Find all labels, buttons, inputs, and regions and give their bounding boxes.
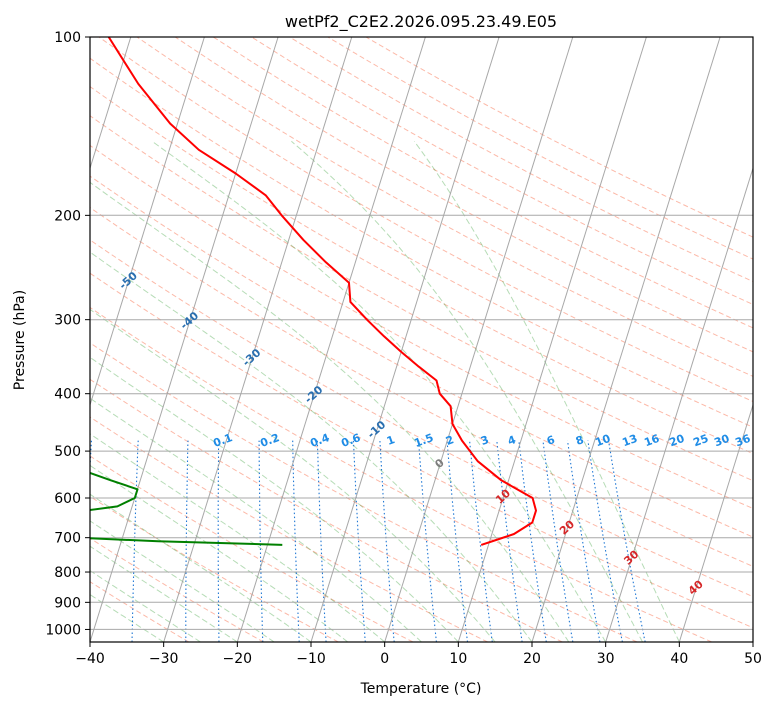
y-axis-title: Pressure (hPa) bbox=[12, 290, 28, 390]
isotherm-line bbox=[531, 37, 721, 642]
data-series bbox=[90, 37, 537, 546]
mixing-ratio-line bbox=[542, 440, 574, 642]
chart-title: wetPf2_C2E2.2026.095.23.49.E05 bbox=[285, 12, 557, 32]
moist-adiabat-line bbox=[90, 545, 238, 642]
mixing-ratio-line bbox=[587, 440, 623, 642]
x-tick-label: 50 bbox=[744, 651, 762, 667]
mixing-ratio-label: 8 bbox=[574, 433, 586, 448]
x-tick-label: −30 bbox=[149, 651, 179, 667]
isotherm-line bbox=[236, 37, 426, 642]
mixing-ratio-label: 0.1 bbox=[211, 431, 234, 450]
mixing-ratio-line bbox=[418, 440, 437, 642]
mixing-ratio-line bbox=[446, 440, 469, 642]
mixing-ratio-label: 1 bbox=[385, 433, 397, 448]
mixing-ratio-label: 6 bbox=[545, 433, 557, 448]
mixing-ratio-label: 20 bbox=[667, 432, 686, 450]
isotherm-line bbox=[90, 37, 132, 170]
y-tick-label: 500 bbox=[54, 444, 81, 460]
moist-adiabat-line bbox=[90, 493, 312, 642]
temperature-line bbox=[107, 37, 537, 546]
isotherm-line bbox=[678, 403, 753, 642]
mixing-ratio-line bbox=[258, 440, 264, 642]
dry-adiabat-line bbox=[136, 37, 753, 377]
y-tick-label: 600 bbox=[54, 491, 81, 507]
x-tick-label: 20 bbox=[523, 651, 541, 667]
mixing-ratio-label: 16 bbox=[642, 432, 661, 450]
mixing-ratio-line bbox=[292, 440, 300, 642]
mixing-ratio-line bbox=[316, 440, 327, 642]
x-tick-label: −40 bbox=[75, 651, 105, 667]
x-tick-label: −20 bbox=[223, 651, 253, 667]
mixing-ratio-line bbox=[352, 440, 366, 642]
isotherm-line bbox=[310, 37, 500, 642]
mixing-ratio-line bbox=[469, 440, 493, 642]
x-tick-label: 0 bbox=[380, 651, 389, 667]
dry-adiabat-line bbox=[289, 37, 753, 283]
y-tick-label: 1000 bbox=[45, 622, 81, 638]
mixing-ratio-line bbox=[518, 440, 547, 642]
mixing-ratio-label: 13 bbox=[620, 432, 639, 449]
moist-adiabat-line bbox=[90, 397, 422, 642]
y-tick-label: 300 bbox=[54, 313, 81, 329]
moist-adiabat-line bbox=[90, 433, 386, 642]
dry-adiabat-line bbox=[90, 537, 264, 642]
mixing-ratio-label: 4 bbox=[506, 433, 518, 448]
mixing-ratio-label: 1.5 bbox=[412, 431, 435, 450]
mixing-ratio-label: 30 bbox=[712, 432, 731, 450]
dry-adiabat-line bbox=[90, 342, 638, 642]
isotherm-line bbox=[384, 37, 574, 642]
mixing-ratio-label: 10 bbox=[593, 432, 612, 450]
dry-adiabat-line bbox=[90, 378, 563, 642]
dry-adiabat-line bbox=[90, 86, 753, 455]
x-axis-title: Temperature (°C) bbox=[360, 681, 482, 697]
mixing-ratio-label: 3 bbox=[479, 433, 491, 448]
mixing-ratio-line bbox=[131, 440, 139, 642]
isotherm-line bbox=[90, 37, 205, 407]
mixing-ratio-label: 36 bbox=[733, 432, 752, 450]
mixing-ratio-label: 0.2 bbox=[258, 431, 281, 450]
moist-adiabat-line bbox=[90, 570, 201, 642]
moist-adiabat-line bbox=[90, 308, 496, 642]
isotherm-line bbox=[163, 37, 353, 642]
mixing-ratio-line bbox=[185, 440, 189, 642]
x-tick-label: 40 bbox=[670, 651, 688, 667]
dry-adiabat-line bbox=[90, 239, 753, 598]
isotherm-line bbox=[90, 37, 279, 642]
mixing-ratio-label: 0.4 bbox=[308, 431, 331, 450]
moist-adiabat-line bbox=[90, 464, 349, 642]
x-tick-label: 10 bbox=[449, 651, 467, 667]
isotherm-line bbox=[605, 166, 753, 642]
x-axis: −40 −30 −20 −10 0 10 20 30 40 50 bbox=[75, 642, 762, 667]
moist-adiabat-line bbox=[90, 520, 275, 642]
mixing-ratio-line bbox=[608, 440, 646, 642]
x-tick-label: 30 bbox=[597, 651, 615, 667]
mixing-ratio-label: 2 bbox=[444, 433, 456, 448]
y-tick-label: 700 bbox=[54, 531, 81, 547]
dry-adiabat-line bbox=[90, 272, 753, 629]
mixing-ratio-line bbox=[496, 440, 523, 642]
x-tick-label: −10 bbox=[296, 651, 326, 667]
moist-adiabat-line bbox=[90, 356, 459, 642]
mixing-ratio-label: 25 bbox=[691, 432, 710, 449]
y-tick-label: 200 bbox=[54, 208, 81, 224]
dry-adiabat-line bbox=[90, 581, 190, 642]
y-axis: 100 200 300 400 500 600 700 800 900 1000 bbox=[45, 30, 90, 638]
plot-frame bbox=[89, 36, 754, 643]
y-tick-label: 100 bbox=[54, 30, 81, 46]
y-tick-label: 800 bbox=[54, 565, 81, 581]
y-tick-label: 900 bbox=[54, 595, 81, 611]
mixing-ratio-line bbox=[566, 440, 601, 642]
y-tick-label: 400 bbox=[54, 387, 81, 403]
dry-adiabat-line bbox=[98, 37, 753, 403]
dry-adiabat-line bbox=[90, 175, 753, 538]
mixing-ratio-line bbox=[217, 440, 220, 642]
mixing-ratio-label: 0.6 bbox=[339, 431, 362, 450]
dry-adiabat-line bbox=[90, 57, 753, 428]
dry-adiabat-line bbox=[90, 144, 753, 510]
